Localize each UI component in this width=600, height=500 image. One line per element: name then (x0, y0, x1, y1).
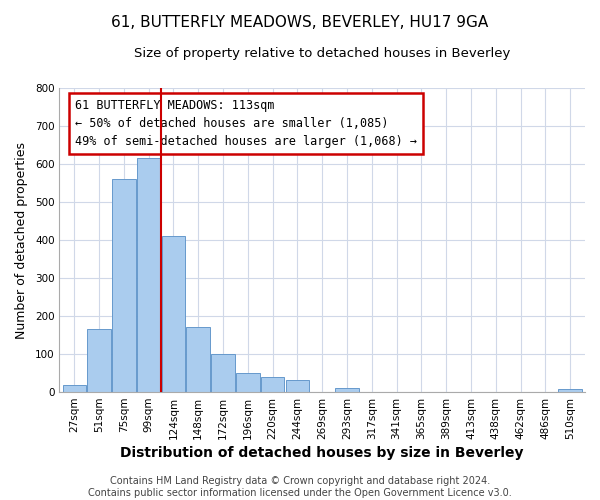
Bar (211, 354, 235, 392)
Bar (187, 328, 210, 392)
X-axis label: Distribution of detached houses by size in Beverley: Distribution of detached houses by size … (121, 446, 524, 460)
Text: 61 BUTTERFLY MEADOWS: 113sqm
← 50% of detached houses are smaller (1,085)
49% of: 61 BUTTERFLY MEADOWS: 113sqm ← 50% of de… (75, 98, 417, 148)
Bar (559, 389, 582, 392)
Bar (335, 388, 359, 392)
Bar (286, 380, 309, 392)
Bar (137, 158, 160, 392)
Bar (261, 377, 284, 392)
Text: Contains HM Land Registry data © Crown copyright and database right 2024.
Contai: Contains HM Land Registry data © Crown c… (88, 476, 512, 498)
Text: 61, BUTTERFLY MEADOWS, BEVERLEY, HU17 9GA: 61, BUTTERFLY MEADOWS, BEVERLEY, HU17 9G… (112, 15, 488, 30)
Title: Size of property relative to detached houses in Beverley: Size of property relative to detached ho… (134, 48, 511, 60)
Bar (161, 236, 185, 392)
Bar (62, 385, 86, 392)
Bar (236, 373, 260, 392)
Bar (88, 330, 111, 392)
Y-axis label: Number of detached properties: Number of detached properties (15, 142, 28, 338)
Bar (112, 180, 136, 392)
